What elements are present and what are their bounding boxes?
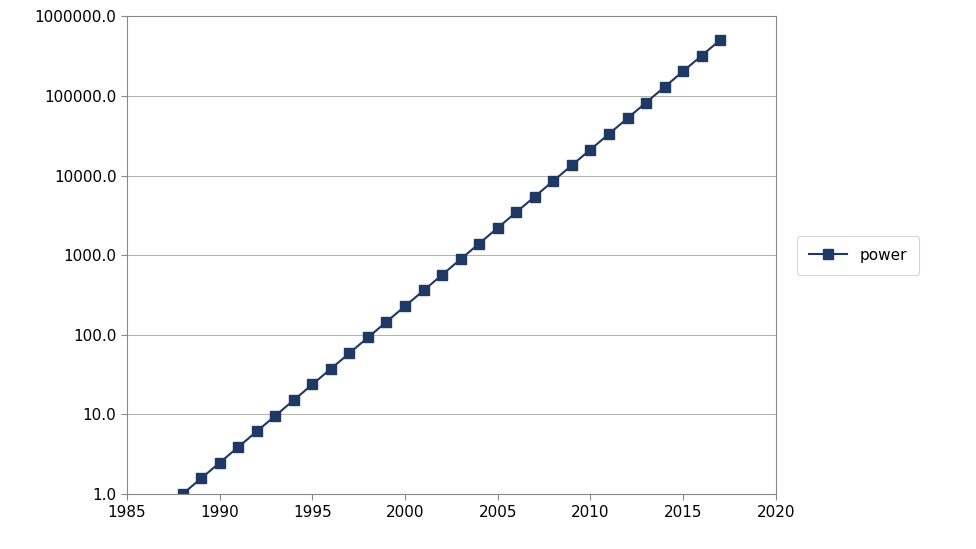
Legend: power: power — [796, 236, 918, 275]
power — [436, 272, 448, 278]
power — [529, 193, 541, 200]
power — [325, 366, 337, 372]
power — [622, 115, 633, 121]
power — [214, 460, 225, 466]
power — [548, 177, 559, 184]
power — [659, 83, 671, 90]
power — [399, 303, 411, 310]
power — [288, 397, 300, 404]
power — [381, 318, 392, 325]
power — [566, 162, 578, 169]
power — [603, 131, 615, 137]
power — [232, 444, 244, 450]
power — [473, 240, 485, 247]
power — [696, 52, 708, 59]
power — [177, 491, 188, 497]
power — [492, 225, 504, 231]
power — [585, 146, 596, 153]
power — [306, 381, 318, 388]
power — [195, 475, 207, 481]
power — [418, 287, 429, 294]
power — [510, 209, 522, 215]
Line: power: power — [178, 35, 725, 499]
power — [640, 99, 652, 106]
power — [251, 428, 263, 435]
power — [677, 68, 689, 75]
power — [362, 334, 374, 341]
power — [344, 350, 355, 356]
power — [714, 37, 726, 43]
power — [269, 412, 281, 419]
power — [455, 256, 467, 262]
